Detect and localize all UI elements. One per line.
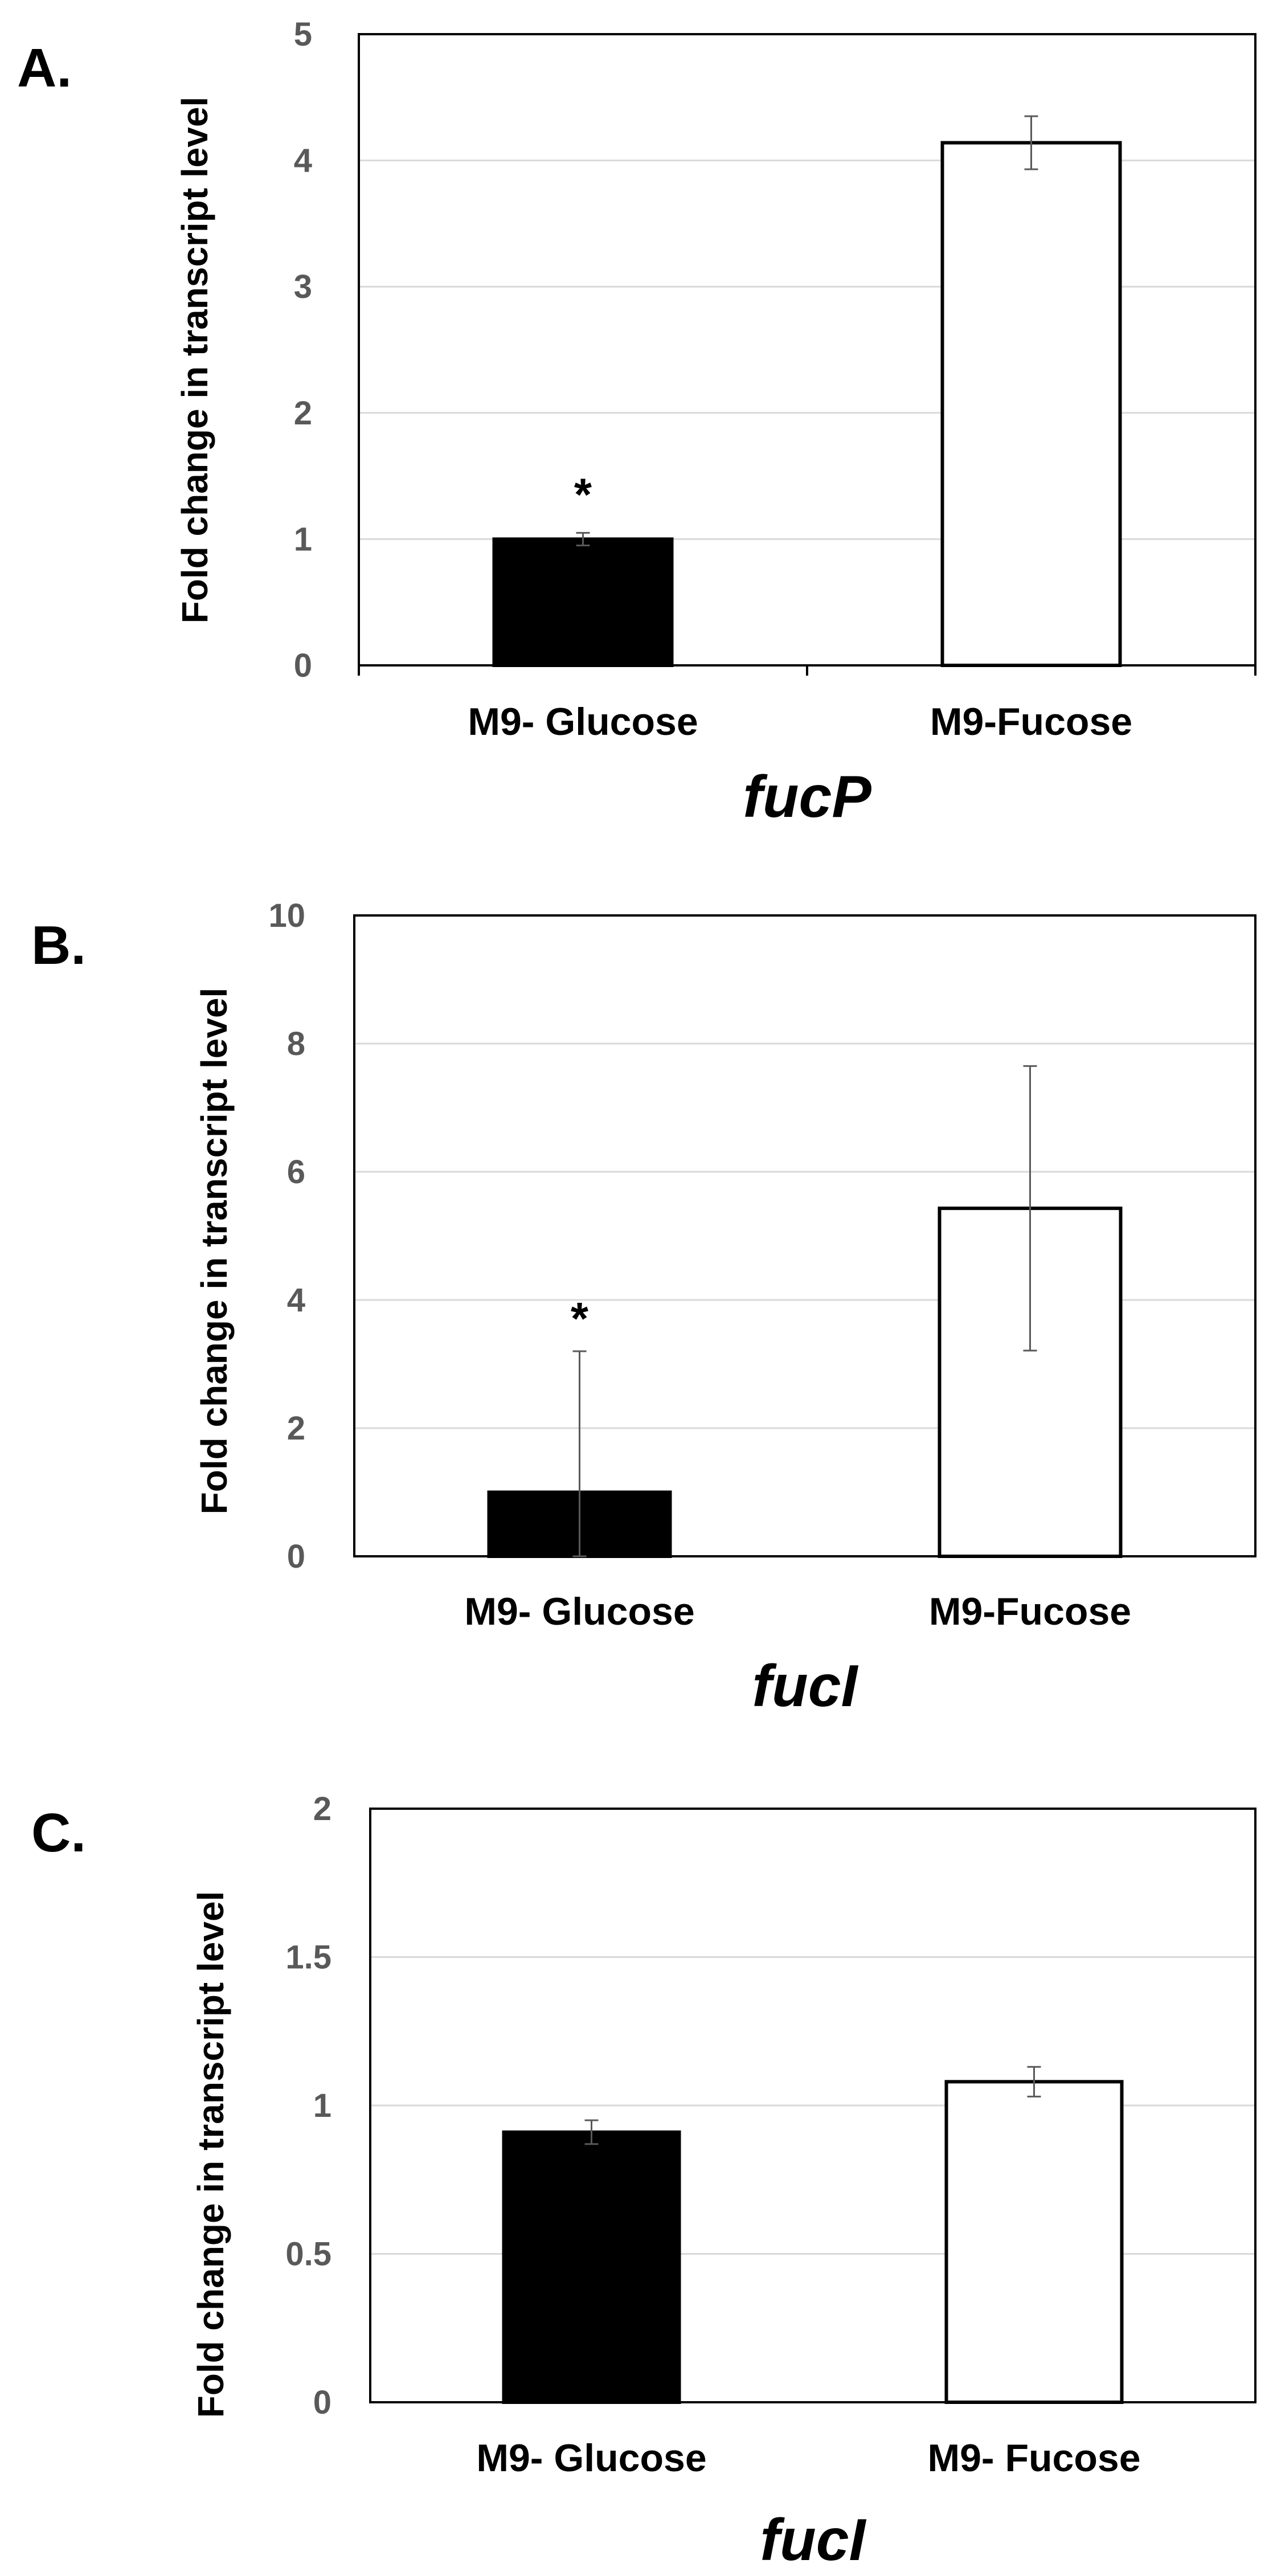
panel-b-significance-marker: * [571,1293,589,1344]
panel-a-bars [492,115,1122,668]
panel-c-y-tick: 1 [313,2087,331,2124]
panel-c-gene-label: fucI [760,2507,867,2573]
panel-c-error-bar [584,2119,599,2145]
panel-a-gene-label: fucP [743,764,871,830]
panel-a-bar-fucose [940,141,1122,668]
panel-b-gene-label: fucI [752,1653,859,1719]
panel-a-y-ticks: 0 1 2 3 4 5 [294,16,312,684]
panel-a: A. Fold change in transcript level 0 1 2… [17,16,1256,830]
panel-b-error-bar [1023,1065,1037,1352]
panel-b-error-bar [572,1350,587,1557]
panel-c-label: C. [31,1802,86,1863]
panel-b-category-label: M9-Fucose [929,1590,1131,1633]
panel-b-y-ticks: 0 2 4 6 8 10 [268,897,305,1575]
panel-c-y-tick: 2 [313,1790,331,1827]
panel-a-y-tick: 3 [294,268,312,305]
panel-c-y-ticks: 0 0.5 1 1.5 2 [285,1790,331,2421]
panel-a-y-tick: 4 [294,142,312,179]
panel-c-bar-fucose [944,2080,1124,2405]
panel-a-error-bar [576,531,590,546]
panel-a-axis-ticks [358,665,1256,676]
panel-b-y-tick: 2 [287,1410,305,1447]
panel-a-y-tick: 0 [294,647,312,684]
panel-c-plot-frame [369,1808,1256,2403]
panel-b-y-tick: 0 [287,1538,305,1575]
panel-c-category-label: M9- Glucose [476,2436,706,2480]
panel-a-y-tick: 5 [294,16,312,53]
panel-a-bar-glucose [492,537,674,668]
panel-b-y-tick: 10 [268,897,305,934]
panel-a-y-axis-label: Fold change in transcript level [174,97,215,624]
panel-b-y-axis-label: Fold change in transcript level [194,988,235,1515]
panel-c-bars [502,2066,1124,2405]
panel-a-label: A. [17,38,72,99]
panel-b-bars [487,1065,1123,1558]
panel-b-y-tick: 4 [287,1282,305,1319]
panel-b: B. Fold change in transcript level 0 2 4… [31,897,1256,1719]
panel-a-category-label: M9-Fucose [930,700,1132,743]
panel-c-bar-glucose [502,2130,681,2404]
panel-b-y-tick: 6 [287,1154,305,1191]
panel-c-y-tick: 0.5 [285,2236,331,2273]
panel-b-label: B. [31,915,86,976]
panel-c: C. Fold change in transcript level 0 0.5… [31,1790,1256,2573]
panel-c-error-bar [1027,2066,1041,2097]
panel-c-category-label: M9- Fucose [927,2436,1140,2480]
panel-b-y-tick: 8 [287,1025,305,1062]
panel-b-plot-frame [353,914,1256,1557]
panel-b-category-label: M9- Glucose [464,1590,694,1633]
panel-c-y-tick: 1.5 [285,1939,331,1976]
panel-a-error-bar [1024,115,1038,170]
panel-c-y-axis-label: Fold change in transcript level [190,1891,231,2418]
panel-a-y-tick: 1 [294,521,312,558]
panel-c-y-tick: 0 [313,2384,331,2421]
panel-a-y-tick: 2 [294,395,312,432]
panel-a-category-label: M9- Glucose [468,700,698,743]
panel-a-significance-marker: * [574,469,592,520]
